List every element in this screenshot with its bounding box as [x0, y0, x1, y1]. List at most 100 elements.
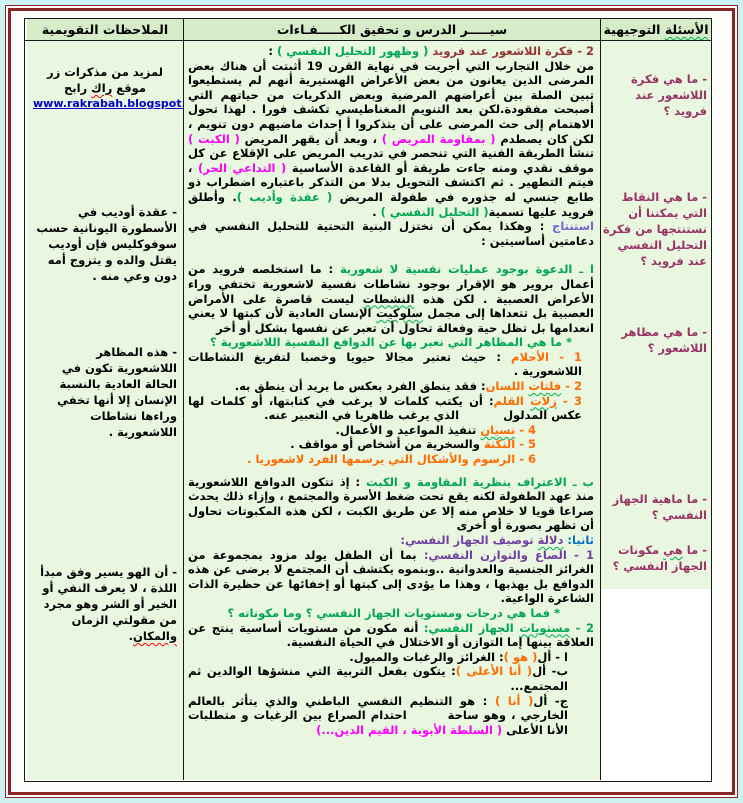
psych-balance-paragraph: 1 - الصاع والتوازن النفسي: بما أن الطفل …	[188, 548, 594, 606]
text-segment: ( أنا الأعلى )	[455, 664, 533, 679]
table-header-row: الأسئلة التوجيهية سيـــــر الدرس و تحقيق…	[25, 19, 711, 41]
text-segment: النشطات	[362, 291, 415, 306]
page-frame-inner	[8, 8, 735, 795]
list-item-6: 6 - الرسوم والأشكال التي يرسمها الفرد لا…	[188, 452, 594, 467]
text-segment: .	[372, 204, 381, 219]
text-segment: دلالة	[537, 533, 564, 547]
text-segment: ليست قاصرة على الأمراض العصبية بل تتعداه…	[188, 291, 594, 321]
text-segment: - أن الهو يسير وفق مبدأ اللذة ، لا يعرف …	[40, 565, 177, 627]
text-segment: ج- أل	[533, 693, 568, 708]
text-segment: - ما هي مظاهر اللاشعور ؟	[621, 325, 707, 355]
text-segment: . وأطلق فرويد عليها تسمية	[188, 189, 594, 219]
list-item-5: 5 - النكتة والسخرية من أشخاص أو مواقف .	[188, 437, 594, 452]
text-segment: 3 -	[556, 393, 582, 408]
text-segment: سيـــــر الدرس و تحقيق الكـــــفـاءات	[276, 22, 508, 37]
text-segment: زلات	[530, 393, 557, 408]
text-segment: ب ـ الاعتراف بنظرية المقاومة و الكبت	[360, 474, 594, 489]
text-segment: ( أنا )	[494, 693, 534, 708]
text-segment: : ما استخلصه فرويد من أعمال بروير هو الإ…	[188, 262, 594, 306]
text-segment: * فما هي درجات ومستويات الجهاز النفسي ؟ …	[227, 605, 561, 620]
text-segment: : الغرائز والرغبات والميول.	[349, 649, 504, 664]
question-item: - ما هي مكونات الجهاز النفسي ؟	[601, 542, 711, 574]
text-segment: تنشأ الطريقة الفنية التي تنحصر في تدريب …	[188, 146, 594, 175]
text-segment: بما أن الطفل يولد مزود بمجموعة من الغرائ…	[188, 547, 594, 606]
text-segment: ثانيا:	[567, 533, 594, 547]
table-body-row: - ما هي فكرة اللاشعور عند فرويد ؟ - ما ه…	[25, 41, 711, 780]
text-segment: راك	[91, 81, 113, 95]
text-segment: والسخرية من أشخاص أو مواقف .	[290, 437, 480, 452]
text-segment: ( الكبت )	[188, 131, 240, 146]
superego-line: ب- أل( أنا الأعلى ): يتكون بفعل التربية …	[188, 664, 594, 693]
text-segment: من خلال التجارب التي أجريت في نهاية القر…	[188, 58, 594, 146]
text-segment: ( التداعي الحر)	[197, 160, 287, 175]
conclusion-line: استنتاج : وهكذا يمكن أن نختزل البنية الت…	[188, 219, 594, 248]
second-section-title: ثانيا: دلالة توصيف الجهاز النفسي:	[188, 533, 594, 548]
list-item-1: 1 - الأحلام : حيث تعتبر مجالا حيويا وخصب…	[188, 350, 594, 379]
questions-shaded-area	[601, 41, 711, 589]
text-segment: ، فيتم التطهير . ثم اكتشف التحويل بدلا م…	[188, 160, 595, 204]
text-segment: التوجيهية	[603, 22, 665, 37]
header-evaluation-notes: الملاحظات التقويمية	[27, 19, 184, 40]
text-segment: : يتكون بفعل التربية التي منشؤها الوالدي…	[188, 664, 568, 693]
text-segment: الجهاز النفسي:	[423, 620, 520, 635]
blog-link[interactable]: www.rakrabah.blogspot.com	[33, 97, 183, 110]
text-segment: 1 - الصاع والتوازن النفسي:	[423, 547, 594, 562]
text-segment: رابح	[63, 81, 92, 95]
text-segment: * ما هي المظاهر التي نعبر بها عن الدوافع…	[210, 335, 572, 350]
text-segment: 5 - النكتة	[479, 437, 536, 452]
text-segment: ( بمقاومة المريض )	[381, 131, 496, 146]
lesson-table: الأسئلة التوجيهية سيـــــر الدرس و تحقيق…	[24, 18, 712, 782]
point-b-paragraph: ب ـ الاعتراف بنظرية المقاومة و الكبت : إ…	[188, 475, 594, 533]
text-segment: تنفيذ المواعيد و الأعمال.	[335, 422, 481, 437]
id-line: ا - أل( هو ): الغرائز والرغبات والميول.	[188, 650, 594, 665]
text-segment: ب- أل	[532, 664, 569, 679]
text-segment: مكونات الجهاز النفسي ؟	[612, 543, 707, 573]
header-lesson-flow: سيـــــر الدرس و تحقيق الكـــــفـاءات	[184, 19, 601, 40]
text-segment: :	[268, 44, 277, 58]
text-segment: 2 -	[561, 379, 582, 394]
question-item: - ما هي مظاهر اللاشعور ؟	[601, 324, 711, 356]
text-segment: ( هو )	[503, 649, 538, 664]
text-segment: نسيان	[480, 422, 516, 437]
text-segment: ( السلطة الأبوية ، القيم الدين...)	[316, 722, 503, 737]
text-segment: استنتاج	[544, 219, 594, 234]
text-segment: - هذه المظاهر اللاشعورية تكون في الحالة …	[57, 345, 177, 439]
spacer	[188, 248, 594, 262]
lesson-content-column: 2 - فكرة اللاشعور عند فرويد ( وظهور التح…	[184, 41, 601, 780]
text-segment: ، وبعد أن يقهر المريض	[239, 131, 382, 146]
question-item: - ما هي فكرة اللاشعور عند فرويد ؟	[601, 71, 711, 119]
section-title: 2 - فكرة اللاشعور عند فرويد ( وظهور التح…	[188, 44, 594, 59]
text-segment: هي	[663, 543, 683, 557]
evaluation-notes-column: لمزيد من مذكرات زر موقع راك رابح www.rak…	[27, 41, 184, 780]
text-segment: الأسئلة	[664, 22, 709, 37]
point-a-paragraph: ا ـ الدعوة بوجود عمليات نفسية لا شعورية …	[188, 262, 594, 335]
text-segment: والمكان	[133, 629, 177, 643]
text-segment: فلتات	[528, 379, 562, 394]
note-item: - عقدة أوديب في الأسطورة اليونانية حسب س…	[27, 204, 183, 284]
text-segment: الملاحظات التقويمية	[41, 22, 169, 37]
spacer	[188, 467, 594, 475]
text-segment: سلوكيت	[376, 306, 423, 321]
text-segment: مستويات	[519, 620, 571, 635]
question-item: - ما ماهية الجهاز النفسي ؟	[601, 491, 711, 523]
text-segment: - ما ماهية الجهاز النفسي ؟	[612, 492, 707, 522]
text-segment: : هو التنظيم النفسي الباطني والذي يتأثر …	[188, 693, 568, 737]
question-item: - ما هي النقاط التي يمكننا أن نستنتجها م…	[601, 189, 711, 269]
text-segment: اللسان	[485, 379, 529, 394]
list-item-4: 4 - نسيان تنفيذ المواعيد و الأعمال.	[188, 423, 594, 438]
question-line: * ما هي المظاهر التي نعبر بها عن الدوافع…	[188, 335, 594, 350]
ego-paragraph: ج- أل( أنا ) : هو التنظيم النفسي الباطني…	[188, 694, 594, 738]
note-item: - هذه المظاهر اللاشعورية تكون في الحالة …	[27, 344, 183, 440]
text-segment: - عقدة أوديب في الأسطورة اليونانية حسب س…	[36, 205, 177, 283]
text-segment: : أن يكتب كلمات لا يرغب في كتابتها، أو ك…	[188, 393, 582, 423]
text-segment: 6 - الرسوم والأشكال التي يرسمها الفرد لا…	[247, 452, 536, 467]
psych-levels-paragraph: 2 - مستويات الجهاز النفسي: أنه مكون من م…	[188, 621, 594, 650]
text-segment: - ما هي فكرة اللاشعور عند فرويد ؟	[631, 72, 707, 118]
text-segment: : إذ تتكون الدوافع اللاشعورية منذ عهد ال…	[188, 474, 594, 533]
promo-note: لمزيد من مذكرات زر موقع راك رابح	[27, 64, 183, 96]
intro-paragraph: من خلال التجارب التي أجريت في نهاية القر…	[188, 59, 594, 220]
header-guiding-questions: الأسئلة التوجيهية	[601, 19, 711, 40]
text-segment: 2 -	[570, 620, 594, 635]
text-segment: ( عقدة وأديب )	[236, 189, 333, 204]
